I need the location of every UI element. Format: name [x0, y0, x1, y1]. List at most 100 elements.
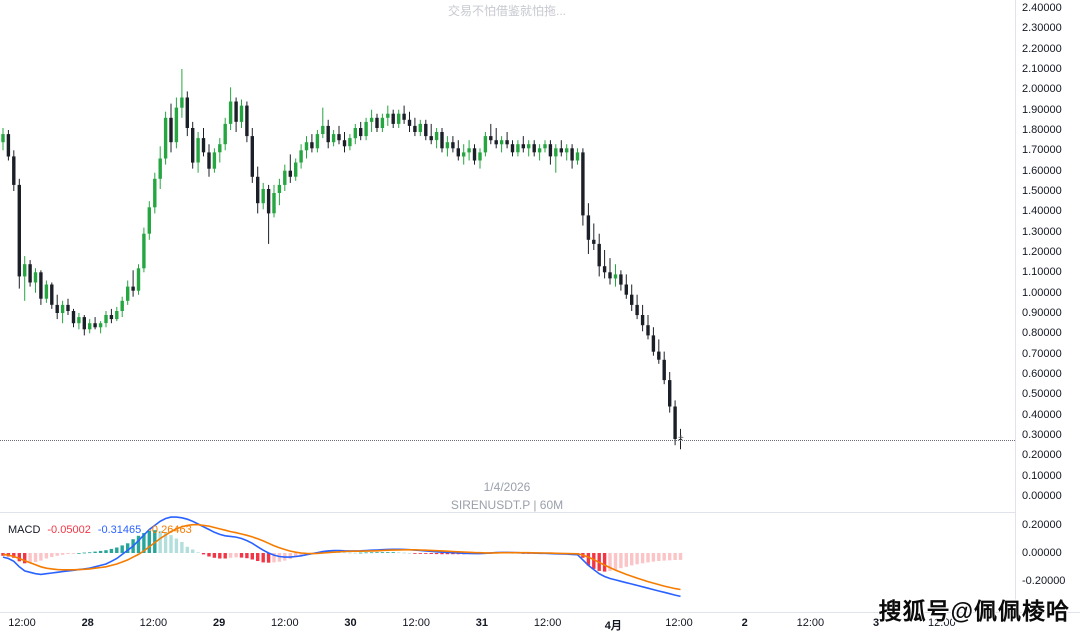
- candle: [158, 146, 162, 189]
- candlestick-chart[interactable]: [0, 0, 1015, 512]
- time-axis-label: 28: [81, 617, 94, 629]
- candle: [451, 136, 455, 153]
- candle: [581, 148, 585, 226]
- candle: [23, 256, 27, 301]
- time-axis-label: 12:00: [928, 617, 956, 629]
- candle: [364, 117, 368, 141]
- pane-divider[interactable]: [0, 512, 1080, 513]
- candle: [272, 184, 276, 218]
- candle: [407, 111, 412, 132]
- candle: [234, 97, 238, 132]
- candle: [28, 260, 32, 287]
- candle: [223, 117, 227, 151]
- candle: [462, 144, 466, 165]
- candle: [635, 294, 639, 320]
- candle: [218, 138, 222, 163]
- candle: [82, 315, 86, 336]
- signal-line: [2, 523, 681, 591]
- time-axis-label: 12:00: [139, 617, 168, 629]
- candle: [304, 136, 309, 159]
- candle: [60, 300, 65, 324]
- candle: [126, 280, 130, 305]
- candle: [554, 144, 558, 173]
- time-scale[interactable]: 12:00 28 12:00 29 12:00 30 12:00 31 12:00 4月 12:00…: [0, 612, 1080, 632]
- candle: [391, 109, 395, 128]
- candle: [418, 119, 422, 137]
- candle: [153, 172, 157, 214]
- time-axis-label: 12:00: [796, 617, 825, 629]
- price-axis-label: 0.40000: [1022, 408, 1062, 421]
- candle: [380, 113, 385, 132]
- candle: [369, 109, 374, 132]
- candle: [109, 308, 114, 324]
- candle: [575, 148, 580, 165]
- candle: [527, 140, 531, 157]
- candle: [136, 264, 141, 295]
- candle: [228, 87, 233, 130]
- time-axis-label: 31: [475, 617, 489, 629]
- top-watermark: 交易不怕借鉴就怕拖...: [447, 4, 567, 18]
- time-axis-label: 30: [344, 617, 357, 629]
- candle: [353, 123, 357, 145]
- price-axis-label: 2.40000: [1022, 2, 1062, 14]
- candle: [375, 113, 379, 132]
- candle: [646, 315, 650, 340]
- macd-line-value: -0.31465: [97, 524, 142, 536]
- candle: [55, 294, 59, 320]
- candle: [586, 203, 591, 254]
- last-price-marker: +: [678, 432, 684, 444]
- candle: [445, 136, 450, 157]
- candle: [456, 140, 460, 161]
- candle: [472, 144, 477, 165]
- candle: [602, 250, 607, 279]
- candle: [608, 258, 612, 285]
- candle: [169, 103, 173, 153]
- candle: [592, 223, 596, 250]
- macd-histogram-value: -0.05002: [47, 524, 91, 536]
- candle: [39, 270, 43, 305]
- candle: [359, 121, 363, 141]
- candle: [185, 91, 189, 137]
- price-axis-label: 1.80000: [1022, 123, 1062, 136]
- candle: [212, 148, 217, 173]
- price-axis-label: 0.50000: [1022, 388, 1062, 401]
- price-chart-pane[interactable]: + 交易不怕借鉴就怕拖... 1/4/2026 SIRENUSDT.P | 60…: [0, 0, 1015, 512]
- candle: [543, 140, 547, 153]
- candle: [651, 327, 656, 356]
- candle: [180, 69, 184, 118]
- candle: [66, 298, 70, 315]
- macd-pane[interactable]: MACD -0.05002 -0.31465 -0.26463: [0, 512, 1015, 612]
- candle: [548, 140, 553, 165]
- price-axis-label: 2.20000: [1022, 42, 1062, 55]
- candle: [386, 105, 390, 126]
- candle: [245, 101, 249, 143]
- macd-chart[interactable]: [0, 512, 1015, 612]
- candle: [310, 134, 314, 153]
- bottom-watermark: 搜狐号@佩佩棱哈: [878, 598, 1070, 624]
- macd-axis-label: 0.00000: [1022, 547, 1062, 559]
- candle: [283, 164, 287, 191]
- candle: [565, 144, 569, 161]
- candle: [413, 117, 417, 137]
- price-axis-label: 2.00000: [1022, 83, 1062, 96]
- time-axis-label: 12:00: [8, 617, 36, 629]
- candle: [142, 227, 146, 273]
- price-axis-label: 1.40000: [1022, 205, 1062, 218]
- candle: [71, 308, 76, 328]
- candle: [510, 140, 515, 157]
- current-price-line: [0, 439, 1015, 441]
- candle: [499, 136, 504, 153]
- candle: [570, 144, 574, 169]
- time-axis-label: 29: [212, 617, 226, 629]
- candle: [147, 201, 151, 240]
- candle: [402, 105, 406, 124]
- price-axis-label: 1.60000: [1022, 164, 1062, 177]
- candle: [201, 128, 206, 157]
- candle: [537, 144, 542, 161]
- candle: [1, 128, 5, 151]
- price-scale[interactable]: 2.40000 2.30000 2.20000 2.10000 2.00000 1.900…: [1015, 0, 1080, 632]
- macd-indicator-title[interactable]: MACD: [8, 524, 41, 536]
- candle: [207, 144, 211, 177]
- price-axis-label: 1.00000: [1022, 286, 1062, 299]
